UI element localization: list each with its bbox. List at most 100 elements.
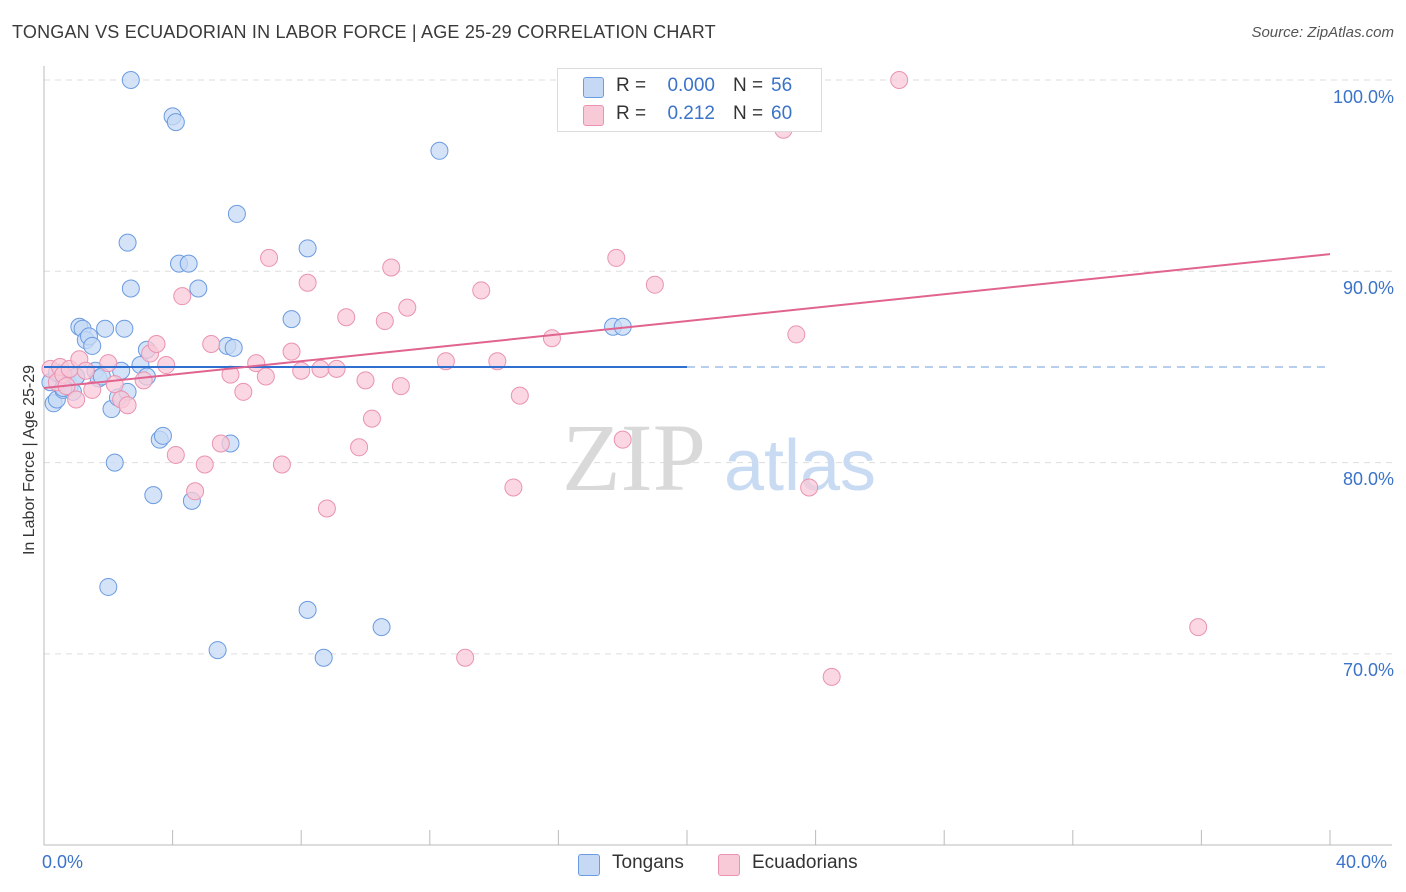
ecuadorians-point	[436, 352, 455, 371]
tongans-point	[430, 141, 449, 160]
ecuadorians-point	[800, 478, 819, 497]
ecuadorians-point	[166, 445, 185, 464]
tongans-point	[83, 336, 102, 355]
ecuadorians-swatch	[583, 105, 604, 126]
ecuadorians-point	[456, 648, 475, 667]
tongans-point	[298, 239, 317, 258]
legend-n-value: 60	[771, 103, 793, 124]
x-tick-label-max: 40.0%	[1336, 852, 1388, 872]
tongans-point	[224, 338, 243, 357]
ecuadorians-legend-label: Ecuadorians	[752, 852, 858, 873]
ecuadorians-point	[607, 248, 626, 267]
legend-r-value: 0.212	[667, 103, 715, 124]
legend-r-value: 0.000	[667, 75, 715, 96]
ecuadorians-point	[186, 482, 205, 501]
ecuadorians-point	[472, 281, 491, 300]
legend-r-label: R =	[616, 103, 647, 124]
ecuadorians-point	[282, 342, 301, 361]
watermark-zip: ZIP	[562, 404, 706, 511]
chart-title: TONGAN VS ECUADORIAN IN LABOR FORCE | AG…	[12, 22, 716, 42]
x-tick-label-min: 0.0%	[42, 852, 84, 872]
ecuadorians-point	[822, 667, 841, 686]
ecuadorians-point	[787, 325, 806, 344]
tongans-point	[372, 618, 391, 637]
axes	[43, 66, 1392, 846]
legend-n-label: N =	[733, 75, 764, 96]
ecuadorians-trend-line	[43, 253, 1331, 389]
y-tick-label: 100.0%	[1332, 87, 1394, 107]
ecuadorians-point	[645, 275, 664, 294]
ecuadorians-point	[211, 434, 230, 453]
ecuadorians-point	[298, 273, 317, 292]
ecuadorians-point	[317, 499, 336, 518]
ecuadorians-point	[173, 287, 192, 306]
ecuadorians-point	[234, 382, 253, 401]
ecuadorians-point	[890, 71, 909, 89]
ecuadorians-point	[327, 359, 346, 378]
data-points	[41, 71, 1208, 686]
ecuadorians-point	[99, 354, 118, 373]
tongans-point	[208, 641, 227, 660]
legend-n-value: 56	[771, 75, 793, 96]
ecuadorians-point	[76, 361, 95, 380]
ecuadorians-point	[83, 380, 102, 399]
ecuadorians-point	[356, 371, 375, 390]
y-tick-label: 80.0%	[1342, 469, 1394, 489]
ecuadorians-point	[256, 367, 275, 386]
tongans-point	[298, 600, 317, 619]
ecuadorians-point	[375, 312, 394, 331]
tongans-legend-swatch	[578, 854, 600, 876]
tongans-point	[153, 426, 172, 445]
ecuadorians-point	[613, 430, 632, 449]
tongans-point	[179, 254, 198, 273]
tongans-swatch	[583, 77, 604, 98]
legend-n-label: N =	[733, 103, 764, 124]
tongans-point	[121, 71, 140, 89]
tongans-point	[144, 486, 163, 505]
ecuadorians-point	[510, 386, 529, 405]
ecuadorians-point	[134, 371, 153, 390]
tongans-legend-label: Tongans	[612, 852, 684, 873]
legend-r-label: R =	[616, 75, 647, 96]
ecuadorians-point	[202, 334, 221, 353]
ecuadorians-point	[147, 334, 166, 353]
ecuadorians-point	[292, 361, 311, 380]
tongans-point	[96, 319, 115, 338]
ecuadorians-point	[118, 396, 137, 415]
ecuadorians-legend-swatch	[718, 854, 740, 876]
tongans-point	[282, 310, 301, 329]
tongans-point	[121, 279, 140, 298]
legend-row-tongans: R = 0.000 N = 56	[558, 73, 821, 101]
ecuadorians-point	[195, 455, 214, 474]
tongans-point	[105, 453, 124, 472]
tongans-point	[118, 233, 137, 252]
stats-legend: R = 0.000 N = 56 R = 0.212 N = 60	[557, 68, 822, 132]
watermark-atlas: atlas	[724, 426, 876, 506]
ecuadorians-point	[504, 478, 523, 497]
legend-row-ecuadorians: R = 0.212 N = 60	[558, 101, 821, 129]
ecuadorians-point	[398, 298, 417, 317]
ecuadorians-point	[362, 409, 381, 428]
tongans-point	[166, 113, 185, 132]
ecuadorians-point	[272, 455, 291, 474]
watermark: ZIP atlas	[562, 404, 876, 511]
tongans-point	[99, 577, 118, 596]
ecuadorians-point	[311, 359, 330, 378]
trend-lines	[43, 253, 1331, 389]
ecuadorians-point	[350, 438, 369, 457]
ecuadorians-point	[391, 377, 410, 396]
tongans-point	[189, 279, 208, 298]
ecuadorians-point	[382, 258, 401, 277]
ecuadorians-point	[67, 390, 86, 409]
tongans-point	[227, 204, 246, 223]
tongans-point	[314, 648, 333, 667]
tongans-point	[115, 319, 134, 338]
y-tick-label: 70.0%	[1342, 660, 1394, 680]
ecuadorians-point	[260, 248, 279, 267]
ecuadorians-point	[488, 352, 507, 371]
ecuadorians-point	[105, 375, 124, 394]
ecuadorians-point	[542, 329, 561, 348]
ecuadorians-point	[337, 308, 356, 327]
source-label: Source: ZipAtlas.com	[1251, 24, 1394, 41]
